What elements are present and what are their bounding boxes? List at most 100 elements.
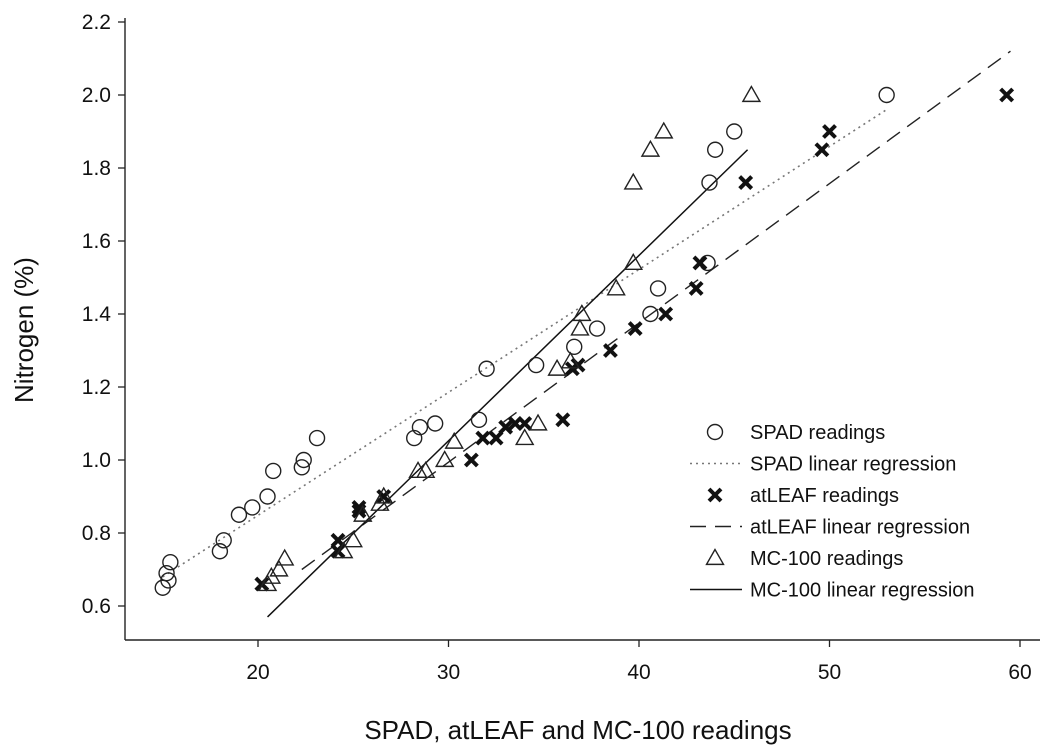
atleaf-point [351, 500, 367, 515]
mc-100-point [334, 541, 354, 559]
y-tick-label: 1.8 [82, 157, 111, 180]
atleaf-point [555, 412, 571, 428]
y-tick-label: 1.2 [82, 376, 111, 399]
axes [124, 18, 1040, 641]
y-tick-label: 0.8 [82, 522, 111, 545]
spad-point [426, 415, 444, 432]
spad-point [215, 532, 232, 549]
legend-label: MC-100 linear regression [750, 580, 975, 602]
atleaf-point [517, 416, 533, 431]
legend-item: MC-100 readings [705, 548, 903, 570]
legend-label: SPAD readings [750, 422, 885, 444]
mc-100-point [560, 351, 581, 369]
mc-100-point [640, 139, 661, 157]
regression-lines [162, 50, 1011, 618]
atleaf-point [603, 343, 618, 358]
legend-label: MC-100 readings [750, 548, 903, 570]
atleaf-point [330, 532, 346, 548]
ticks: 0.6 0.8 1.0 1.2 1.4 1.6 1.8 2.0 2.2 20 30 40 50 60 [82, 11, 1032, 684]
spad-point [588, 320, 606, 337]
atleaf-point [330, 543, 346, 559]
legend-item: SPAD readings [706, 422, 885, 444]
x-tick-label: 30 [437, 661, 460, 684]
legend-triangle-symbol [705, 548, 725, 566]
spad-point [527, 356, 545, 374]
y-axis-title: Nitrogen (%) [9, 257, 39, 403]
atleaf-point [738, 175, 754, 191]
atleaf-point [475, 430, 491, 446]
atleaf-point [814, 142, 830, 158]
atleaf-linear-regression-line [301, 50, 1011, 571]
legend-item: MC-100 linear regression [690, 580, 975, 602]
mc-100-point [570, 318, 590, 336]
spad-point [211, 543, 229, 560]
y-tick-label: 2.2 [82, 11, 111, 34]
legend-label: atLEAF linear regression [750, 517, 970, 539]
spad-point [259, 488, 276, 505]
atleaf-point [498, 419, 514, 435]
spad-point [411, 418, 429, 436]
mc-100-point [434, 450, 455, 468]
x-tick-label: 50 [818, 661, 841, 684]
legend-item: atLEAF linear regression [690, 517, 970, 539]
legend-x-symbol [707, 487, 723, 503]
y-tick-label: 1.0 [82, 449, 111, 472]
spad-point [265, 462, 282, 480]
mc-100-point [353, 504, 373, 522]
mc-100-point [623, 252, 643, 270]
legend: SPAD readings SPAD linear regression atLEA… [690, 422, 975, 602]
spad-point [162, 554, 179, 571]
mc-100-readings-series [257, 85, 762, 592]
spad-point [160, 572, 177, 589]
atleaf-point [822, 124, 837, 139]
atleaf-point [627, 321, 643, 337]
spad-point [566, 338, 583, 356]
mc-100-point [741, 85, 762, 103]
spad-point [308, 429, 326, 447]
spad-point [295, 451, 312, 469]
spad-point [244, 499, 261, 516]
atleaf-point [999, 87, 1015, 103]
atleaf-point [658, 306, 674, 322]
atleaf-point [692, 255, 708, 271]
mc-100-point [654, 121, 674, 139]
mc-100-point [444, 431, 464, 449]
spad-point [470, 411, 488, 429]
mc-100-point [528, 413, 548, 431]
legend-circle-symbol [706, 423, 724, 441]
spad-point [293, 459, 311, 476]
mc-100-point [514, 428, 535, 446]
spad-point [878, 86, 895, 104]
spad-point [707, 141, 724, 158]
legend-item: atLEAF readings [707, 485, 899, 507]
mc-100-point [606, 278, 626, 296]
atleaf-readings-series [254, 87, 1015, 592]
x-tick-label: 60 [1008, 661, 1031, 684]
mc-100-point [269, 559, 289, 577]
mc-100-point [572, 304, 592, 322]
legend-item: SPAD linear regression [690, 454, 956, 476]
x-axis-title: SPAD, atLEAF and MC-100 readings [364, 715, 791, 745]
spad-point [726, 123, 743, 140]
spad-point [701, 174, 718, 191]
spad-point [406, 429, 423, 447]
data-points [154, 85, 1015, 596]
mc-100-point [274, 548, 295, 566]
spad-point [230, 506, 248, 523]
atleaf-point [376, 489, 392, 504]
spad-point [478, 360, 495, 377]
mc-100-point [623, 172, 643, 190]
y-tick-label: 2.0 [82, 84, 111, 107]
spad-point [158, 564, 175, 582]
atleaf-point [688, 281, 704, 296]
spad-point [649, 280, 667, 297]
y-tick-label: 0.6 [82, 595, 111, 618]
mc-100-point [374, 486, 394, 504]
mc-100-point [415, 461, 436, 479]
spad-readings-series [154, 86, 895, 596]
y-tick-label: 1.6 [82, 230, 111, 253]
legend-label: SPAD linear regression [750, 454, 956, 476]
atleaf-point [254, 576, 270, 592]
